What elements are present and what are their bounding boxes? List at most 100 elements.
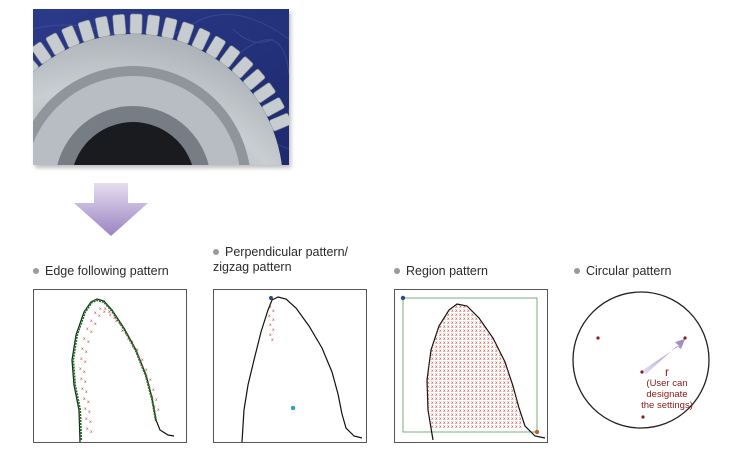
pattern-point: x [447, 369, 450, 374]
pattern-point: x [503, 381, 506, 386]
pattern-point: x [86, 327, 89, 332]
pattern-point: x [479, 345, 482, 350]
pattern-point: x [495, 385, 498, 390]
pattern-point: x [487, 381, 490, 386]
pattern-point: x [431, 369, 434, 374]
pattern-point: x [443, 365, 446, 370]
pattern-point: x [471, 317, 474, 322]
gear-tooth [269, 113, 289, 132]
pattern-point: x [443, 361, 446, 366]
pattern-point: x [507, 401, 510, 406]
pattern-point: x [483, 309, 486, 314]
pattern-point: x [459, 345, 462, 350]
pattern-point: x [439, 397, 442, 402]
pattern-point: x [519, 345, 522, 350]
pattern-point: x [467, 393, 470, 398]
pattern-point: x [483, 345, 486, 350]
pattern-point: x [85, 417, 88, 422]
perpendicular-pattern-label: Perpendicular pattern/ zigzag pattern [213, 245, 348, 274]
pattern-point: x [90, 330, 93, 335]
pattern-point: x [491, 337, 494, 342]
pattern-point: x [443, 333, 446, 338]
pattern-point: x [439, 373, 442, 378]
pattern-point: x [447, 413, 450, 418]
pattern-point: x [471, 361, 474, 366]
pattern-point: x [447, 365, 450, 370]
pattern-point: x [491, 309, 494, 314]
pattern-point: x [515, 377, 518, 382]
pattern-point: x [149, 378, 152, 383]
pattern-point: x [483, 365, 486, 370]
pattern-point: x [507, 305, 510, 310]
pattern-point: x [511, 305, 514, 310]
pattern-point: x [152, 388, 155, 393]
pattern-point: x [443, 349, 446, 354]
pattern-point: x [511, 333, 514, 338]
pattern-point: x [487, 369, 490, 374]
pattern-point: x [455, 409, 458, 414]
pattern-point: x [503, 413, 506, 418]
pattern-point: x [431, 397, 434, 402]
pattern-point: x [499, 425, 502, 430]
pattern-point: x [483, 417, 486, 422]
pattern-point: x [483, 329, 486, 334]
pattern-point: x [487, 333, 490, 338]
pattern-point: x [475, 309, 478, 314]
pattern-point: x [463, 425, 466, 430]
pattern-point: x [483, 325, 486, 330]
pattern-point: x [523, 345, 526, 350]
pattern-point: x [479, 409, 482, 414]
pattern-point: x [515, 373, 518, 378]
pattern-point: x [427, 341, 430, 346]
pattern-point: x [471, 353, 474, 358]
pattern-point: x [439, 381, 442, 386]
pattern-point: x [515, 349, 518, 354]
pattern-point: x [431, 421, 434, 426]
pattern-point: x [523, 377, 526, 382]
pattern-point: x [483, 305, 486, 310]
pattern-point: x [451, 421, 454, 426]
pattern-point: x [495, 349, 498, 354]
pattern-point: x [463, 325, 466, 330]
region-box [402, 297, 538, 433]
pattern-point: x [467, 341, 470, 346]
pattern-point: x [487, 321, 490, 326]
pattern-point: x [435, 349, 438, 354]
pattern-point: x [519, 425, 522, 430]
pattern-point: x [495, 413, 498, 418]
gear-tooth [112, 13, 127, 36]
pattern-point: x [431, 365, 434, 370]
pattern-point: x [515, 425, 518, 430]
pattern-point: x [479, 425, 482, 430]
pattern-point: x [519, 385, 522, 390]
pattern-point: x [483, 357, 486, 362]
pattern-point: x [447, 405, 450, 410]
pattern-point: x [439, 345, 442, 350]
pattern-point: x [507, 377, 510, 382]
pattern-point: x [431, 393, 434, 398]
pattern-point: x [499, 357, 502, 362]
pattern-point: x [455, 329, 458, 334]
pattern-point: x [487, 413, 490, 418]
pattern-point: x [443, 325, 446, 330]
pattern-point: x [515, 401, 518, 406]
pattern-point: x [427, 349, 430, 354]
pattern-point: x [443, 317, 446, 322]
pattern-point: x [145, 368, 148, 373]
pattern-point: x [431, 401, 434, 406]
pattern-point: x [527, 353, 530, 358]
region-pattern-label: Region pattern [394, 264, 488, 279]
pattern-point: x [527, 405, 530, 410]
pattern-point: x [523, 329, 526, 334]
pattern-point: x [435, 381, 438, 386]
pattern-point: x [431, 385, 434, 390]
pattern-point: x [527, 413, 530, 418]
pattern-point: x [475, 377, 478, 382]
pattern-point: x [459, 425, 462, 430]
pattern-point: x [435, 365, 438, 370]
pattern-point: x [471, 413, 474, 418]
region-pattern-points: x x x x x x x x x x x x x x x x x x x x x x x x x xx x x x x x x x x x x x x x… [427, 305, 530, 430]
pattern-point: x [475, 361, 478, 366]
pattern-point: x [431, 305, 434, 310]
pattern-point: x [463, 381, 466, 386]
